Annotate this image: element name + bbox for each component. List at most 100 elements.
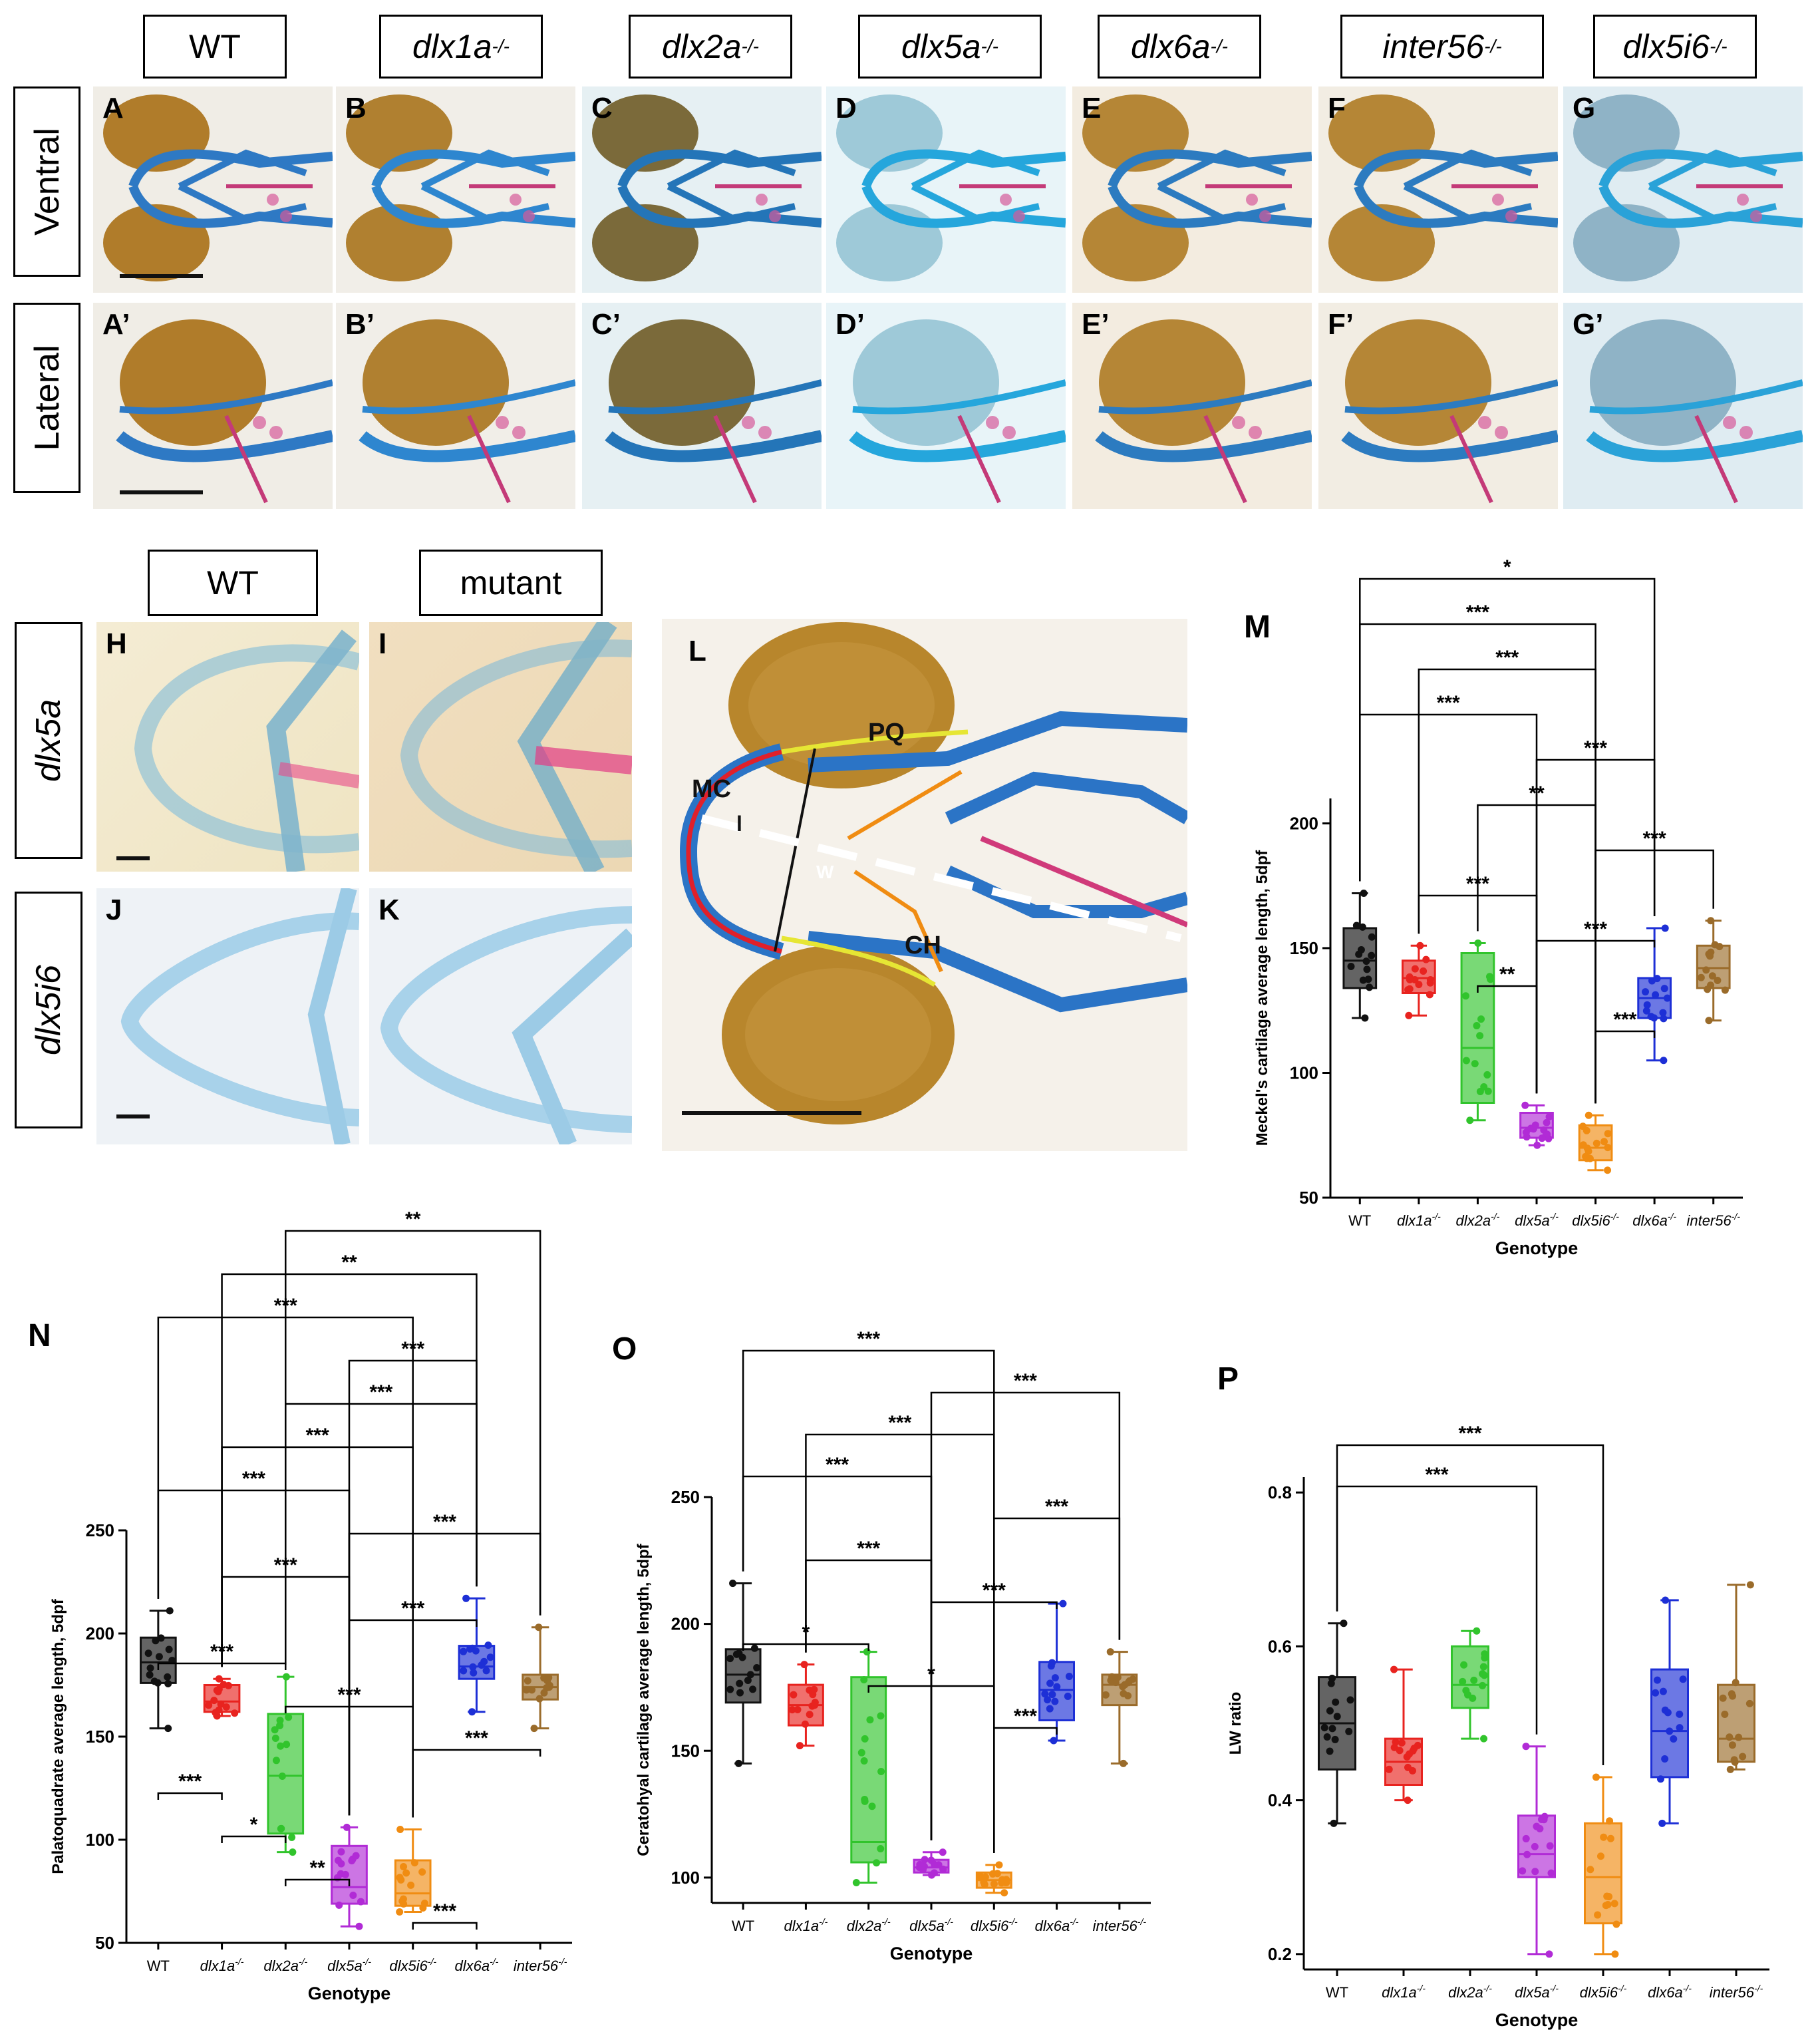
data-point bbox=[852, 1879, 860, 1886]
data-point bbox=[1546, 1842, 1554, 1850]
y-tick-label: 50 bbox=[95, 1933, 114, 1953]
data-point bbox=[289, 1848, 297, 1856]
header-genotype-name: dlx1a bbox=[412, 28, 492, 65]
data-point bbox=[1642, 988, 1650, 996]
x-axis-label: Genotype bbox=[308, 1983, 391, 2003]
larva-illustration bbox=[116, 319, 333, 504]
panel-J-cartilage bbox=[120, 888, 359, 1144]
y-tick-label: 200 bbox=[1290, 814, 1318, 834]
data-point bbox=[861, 1735, 869, 1743]
significance-label: *** bbox=[178, 1771, 202, 1792]
data-point bbox=[462, 1594, 470, 1602]
data-point bbox=[355, 1922, 363, 1930]
y-tick-label: 0.8 bbox=[1268, 1482, 1292, 1502]
data-point bbox=[1600, 1833, 1608, 1841]
photo-panel-ventral: B bbox=[336, 86, 575, 293]
data-point bbox=[995, 1861, 1003, 1869]
y-tick-label: 250 bbox=[86, 1520, 114, 1540]
significance-bracket bbox=[157, 1792, 223, 1800]
data-point bbox=[1476, 1032, 1484, 1040]
data-point bbox=[1364, 975, 1372, 983]
significance-label: *** bbox=[1466, 873, 1489, 895]
data-point bbox=[1410, 1745, 1418, 1753]
larva-illustration bbox=[605, 319, 822, 504]
data-point bbox=[1323, 1733, 1331, 1741]
data-point bbox=[164, 1725, 172, 1733]
data-point bbox=[1368, 933, 1376, 941]
data-point bbox=[1404, 1796, 1412, 1804]
data-point bbox=[418, 1868, 426, 1876]
data-point bbox=[352, 1852, 360, 1860]
significance-label: *** bbox=[306, 1425, 329, 1447]
label-mc: MC bbox=[692, 775, 732, 803]
data-point bbox=[1704, 985, 1712, 993]
significance-label: *** bbox=[1643, 828, 1666, 850]
data-point bbox=[1676, 1724, 1684, 1732]
data-point bbox=[749, 1685, 757, 1693]
photo-panel-label: C’ bbox=[591, 308, 621, 341]
data-point bbox=[1479, 1663, 1487, 1671]
data-point bbox=[939, 1865, 947, 1873]
data-point bbox=[1721, 1710, 1729, 1718]
data-point bbox=[726, 1685, 734, 1693]
data-point bbox=[1406, 985, 1414, 993]
data-point bbox=[469, 1663, 477, 1671]
significance-label: ** bbox=[309, 1857, 325, 1879]
data-point bbox=[1650, 1014, 1658, 1022]
photo-panel-lateral: D’ bbox=[826, 303, 1066, 509]
y-tick-label: 0.4 bbox=[1268, 1790, 1292, 1810]
panel-J-label: J bbox=[106, 894, 122, 926]
x-category-label: dlx6a-/- bbox=[1632, 1211, 1676, 1229]
x-axis-label: Genotype bbox=[890, 1944, 973, 1963]
data-point bbox=[1366, 983, 1374, 991]
data-point bbox=[1046, 1679, 1054, 1687]
x-category-label: dlx2a-/- bbox=[1448, 1983, 1492, 2001]
data-point bbox=[1392, 1738, 1400, 1746]
photo-panel-label: B bbox=[345, 92, 367, 124]
data-point bbox=[1702, 966, 1710, 974]
panel-I-label: I bbox=[378, 627, 387, 660]
data-point bbox=[1059, 1600, 1067, 1608]
data-point bbox=[1596, 1852, 1604, 1860]
significance-bracket bbox=[1594, 849, 1714, 1104]
data-point bbox=[1120, 1759, 1128, 1767]
data-point bbox=[1604, 1130, 1612, 1138]
significance-label: *** bbox=[1458, 1423, 1481, 1445]
data-point bbox=[215, 1675, 223, 1683]
row-label-dlx5a-text: dlx5a bbox=[29, 699, 68, 782]
data-point bbox=[224, 1681, 232, 1689]
header-genotype-name: dlx6a bbox=[1131, 28, 1211, 65]
x-category-label: WT bbox=[1348, 1212, 1371, 1229]
data-point bbox=[1611, 1950, 1619, 1958]
data-point bbox=[1108, 1673, 1116, 1681]
label-w: W bbox=[816, 862, 834, 882]
significance-label: ** bbox=[1529, 782, 1545, 804]
panel-K: K bbox=[369, 888, 632, 1144]
significance-label: *** bbox=[369, 1381, 392, 1403]
data-point bbox=[1048, 1691, 1056, 1699]
data-point bbox=[794, 1706, 802, 1714]
data-point bbox=[222, 1703, 230, 1711]
data-point bbox=[1707, 917, 1715, 925]
data-point bbox=[397, 1876, 405, 1884]
data-point bbox=[1050, 1737, 1058, 1745]
data-point bbox=[796, 1742, 804, 1750]
data-point bbox=[282, 1673, 290, 1681]
data-point bbox=[1612, 1920, 1620, 1928]
data-point bbox=[917, 1862, 925, 1870]
data-point bbox=[1664, 1709, 1672, 1717]
y-tick-label: 100 bbox=[671, 1868, 700, 1888]
data-point bbox=[1660, 985, 1668, 993]
data-point bbox=[1328, 1725, 1336, 1733]
data-point bbox=[1330, 1819, 1338, 1827]
data-point bbox=[1543, 1118, 1551, 1126]
x-category-label: inter56-/- bbox=[1710, 1983, 1763, 2001]
data-point bbox=[535, 1695, 543, 1703]
data-point bbox=[1594, 1911, 1602, 1919]
data-point bbox=[276, 1717, 284, 1725]
data-point bbox=[1360, 890, 1368, 897]
data-point bbox=[277, 1742, 285, 1750]
larva-illustration bbox=[836, 94, 1066, 281]
significance-label: *** bbox=[401, 1598, 424, 1619]
data-point bbox=[1362, 957, 1370, 965]
